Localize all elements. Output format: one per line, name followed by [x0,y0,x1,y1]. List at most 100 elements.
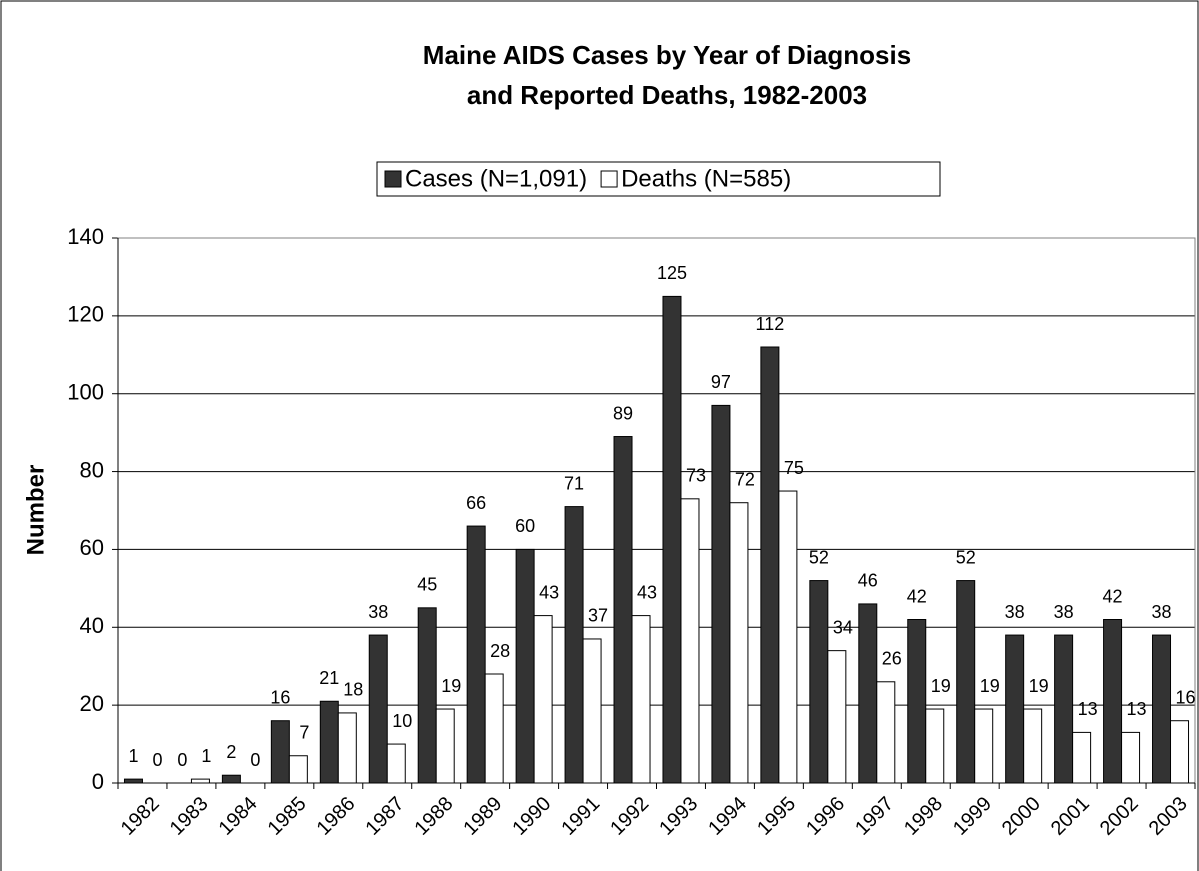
data-label: 19 [441,676,461,696]
bar [1121,731,1141,784]
data-label: 71 [564,473,584,493]
data-label: 19 [1029,676,1049,696]
bar [1152,634,1172,784]
data-label: 19 [980,676,1000,696]
bar [974,708,994,784]
bar [729,502,749,784]
bar [809,580,829,784]
data-label: 1 [201,746,211,766]
bar [319,700,339,784]
legend-label: Deaths (N=585) [621,165,791,192]
data-label: 60 [515,516,535,536]
y-tick-label: 60 [80,535,104,560]
bar [956,580,976,784]
data-label: 2 [226,742,236,762]
y-tick-label: 120 [67,302,104,327]
data-label: 43 [539,582,559,602]
data-label: 28 [490,641,510,661]
data-label: 45 [417,575,437,595]
bar [337,712,357,784]
bar [1005,634,1025,784]
data-label: 0 [250,750,260,770]
bar [270,720,290,784]
y-tick-label: 140 [67,224,104,249]
bar [827,650,847,784]
data-label: 89 [613,403,633,423]
bar [1023,708,1043,784]
bar [123,778,143,784]
data-label: 38 [1054,602,1074,622]
legend-box [376,161,941,197]
y-tick-label: 20 [80,691,104,716]
data-label: 38 [1152,602,1172,622]
data-label: 75 [784,458,804,478]
data-label: 46 [858,571,878,591]
legend-swatch [384,170,402,188]
chart-subtitle: and Reported Deaths, 1982-2003 [467,80,867,110]
data-label: 13 [1127,699,1147,719]
data-label: 52 [956,547,976,567]
y-axis-label: Number [22,465,49,556]
bar [778,490,798,784]
bar [631,615,651,784]
y-tick-label: 80 [80,457,104,482]
data-label: 16 [270,687,290,707]
y-tick-label: 40 [80,613,104,638]
bar [858,603,878,784]
bar [1103,619,1123,784]
data-label: 19 [931,676,951,696]
data-label: 16 [1176,687,1196,707]
bar [907,619,927,784]
bar [435,708,455,784]
data-label: 34 [833,617,853,637]
data-label: 0 [152,750,162,770]
bar [1072,731,1092,784]
chart-title: Maine AIDS Cases by Year of Diagnosis [423,40,911,70]
bar [662,295,682,784]
data-label: 26 [882,649,902,669]
data-label: 7 [299,723,309,743]
bar [484,673,504,784]
data-label: 18 [343,680,363,700]
bar [417,607,437,784]
bar [190,778,210,784]
y-tick-label: 0 [92,769,104,794]
data-label: 43 [637,582,657,602]
bar [386,743,406,784]
y-tick-label: 100 [67,380,104,405]
bar [925,708,945,784]
bar [564,506,584,784]
data-label: 42 [907,586,927,606]
bar [680,498,700,784]
data-label: 112 [756,314,785,334]
data-label: 1 [128,746,138,766]
legend-label: Cases (N=1,091) [405,165,587,192]
data-label: 66 [466,493,486,513]
bar [466,525,486,784]
bar [760,346,780,784]
data-label: 37 [588,606,608,626]
bar [1054,634,1074,784]
data-label: 13 [1078,699,1098,719]
data-label: 97 [711,372,731,392]
data-label: 52 [809,547,829,567]
data-label: 10 [392,711,412,731]
bar [876,681,896,784]
bar [1170,720,1190,784]
bar [368,634,388,784]
bar [533,615,553,784]
data-label: 42 [1103,586,1123,606]
bar [711,404,731,784]
data-label: 72 [735,469,755,489]
bar [221,774,241,784]
data-label: 38 [368,602,388,622]
legend-swatch [600,170,618,188]
bar [613,436,633,784]
data-label: 125 [657,263,687,283]
data-label: 73 [686,466,706,486]
bar [288,755,308,784]
data-label: 0 [177,750,187,770]
data-label: 21 [319,668,339,688]
bar [515,548,535,784]
